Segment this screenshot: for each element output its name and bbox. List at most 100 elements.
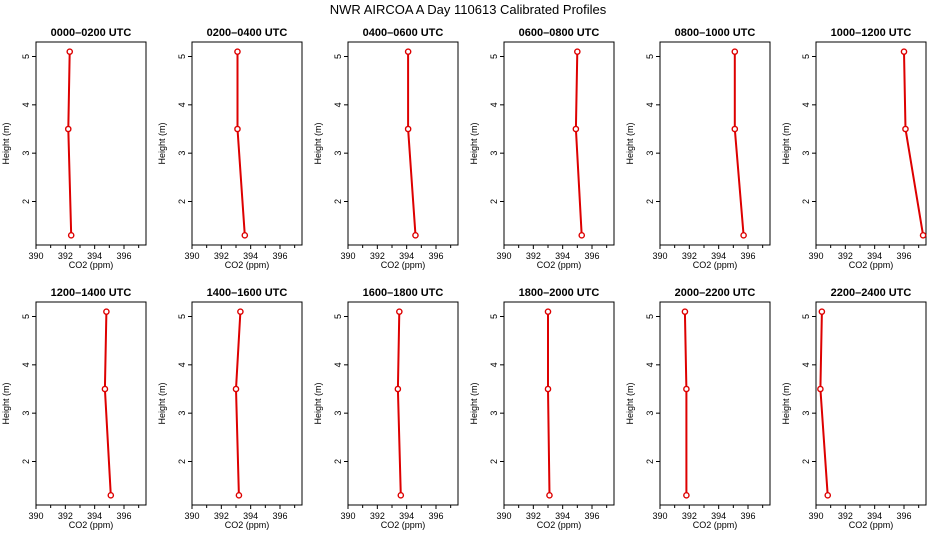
y-tick-label: 4 [645,102,655,107]
x-tick-label: 394 [243,511,258,521]
y-tick-label: 5 [333,54,343,59]
y-tick-label: 4 [177,102,187,107]
y-tick-label: 4 [333,102,343,107]
plot-frame [347,301,459,506]
panels-grid: 0000–0200 UTC 390 392 394 396 2 3 4 5 CO2 (ppm) He… [1,27,927,530]
x-axis-label: CO2 (ppm) [69,260,114,270]
data-point [919,232,927,239]
x-tick-label: 390 [652,251,667,261]
y-tick-label: 5 [489,54,499,59]
plot-frame [347,41,459,246]
panel-title: 1600–1800 UTC [363,287,444,299]
data-point [900,48,908,55]
data-point [237,308,244,315]
y-tick-label: 4 [21,102,31,107]
x-tick-label: 392 [58,511,73,521]
x-tick-label: 396 [740,511,755,521]
x-axis-label: CO2 (ppm) [693,520,738,530]
profile-line [396,311,402,496]
y-axis-label: Height (m) [1,382,11,424]
x-tick-label: 390 [184,251,199,261]
x-axis-label: CO2 (ppm) [693,260,738,270]
y-tick-label: 4 [801,102,811,107]
y-tick-label: 5 [21,54,31,59]
profile-line [819,311,829,496]
plot-frame [503,301,615,506]
x-tick-label: 396 [272,511,287,521]
x-tick-label: 390 [340,251,355,261]
data-point [66,48,74,55]
x-tick-label: 392 [682,251,697,261]
x-tick-label: 390 [496,511,511,521]
y-tick-label: 4 [801,362,811,367]
x-tick-label: 394 [867,511,882,521]
x-tick-label: 394 [399,511,414,521]
profile-panel: 0000–0200 UTC 390 392 394 396 2 3 4 5 CO2 (ppm) He… [1,27,147,270]
panel-title: 1800–2000 UTC [519,287,600,299]
plot-frame [815,41,927,246]
y-tick-label: 3 [333,151,343,156]
x-axis-label: CO2 (ppm) [537,260,582,270]
x-tick-label: 396 [584,511,599,521]
y-tick-label: 5 [645,314,655,319]
x-tick-label: 390 [808,511,823,521]
x-tick-label: 394 [243,251,258,261]
x-tick-label: 392 [838,251,853,261]
data-point [572,125,580,133]
data-point [546,492,553,499]
x-tick-label: 392 [682,511,697,521]
x-tick-label: 394 [711,511,726,521]
plot-frame [35,301,147,506]
x-tick-label: 392 [370,511,385,521]
y-tick-label: 2 [489,199,499,204]
x-axis-label: CO2 (ppm) [225,260,270,270]
data-point [731,48,739,55]
data-point [824,492,832,499]
panel-title: 0000–0200 UTC [51,27,132,39]
y-tick-label: 3 [801,151,811,156]
x-tick-label: 390 [28,511,43,521]
panel-title: 1400–1600 UTC [207,287,288,299]
data-point [234,125,241,133]
x-axis-label: CO2 (ppm) [537,520,582,530]
y-tick-label: 2 [21,459,31,464]
y-axis-label: Height (m) [469,382,479,424]
y-tick-label: 4 [333,362,343,367]
x-tick-label: 392 [214,251,229,261]
y-tick-label: 2 [801,199,811,204]
x-axis-label: CO2 (ppm) [381,520,426,530]
y-axis-label: Height (m) [469,122,479,164]
x-tick-label: 394 [867,251,882,261]
data-point [902,125,909,133]
data-point [101,385,109,393]
x-tick-label: 396 [428,511,443,521]
x-tick-label: 394 [711,251,726,261]
y-tick-label: 3 [801,411,811,416]
y-tick-label: 3 [489,411,499,416]
x-tick-label: 390 [808,251,823,261]
data-point [574,48,581,55]
plot-frame [659,301,771,506]
y-axis-label: Height (m) [625,382,635,424]
data-point [64,125,72,133]
y-tick-label: 2 [177,459,187,464]
profile-panel: 1800–2000 UTC 390 392 394 396 2 3 4 5 CO2 (ppm) He… [469,287,615,530]
y-tick-label: 2 [489,459,499,464]
profile-line [407,51,417,236]
profile-line [903,51,925,236]
data-point [683,492,690,499]
y-tick-label: 2 [333,459,343,464]
figure-title: NWR AIRCOA A Day 110613 Calibrated Profi… [330,2,607,17]
y-tick-label: 2 [645,199,655,204]
x-tick-label: 394 [555,511,570,521]
panel-title: 2200–2400 UTC [831,287,912,299]
y-tick-label: 5 [645,54,655,59]
y-tick-label: 5 [177,314,187,319]
y-tick-label: 3 [645,151,655,156]
y-axis-label: Height (m) [1,122,11,164]
panel-title: 0800–1000 UTC [675,27,756,39]
data-point [412,232,419,239]
data-point [818,308,826,315]
y-tick-label: 4 [645,362,655,367]
plot-frame [191,301,303,506]
